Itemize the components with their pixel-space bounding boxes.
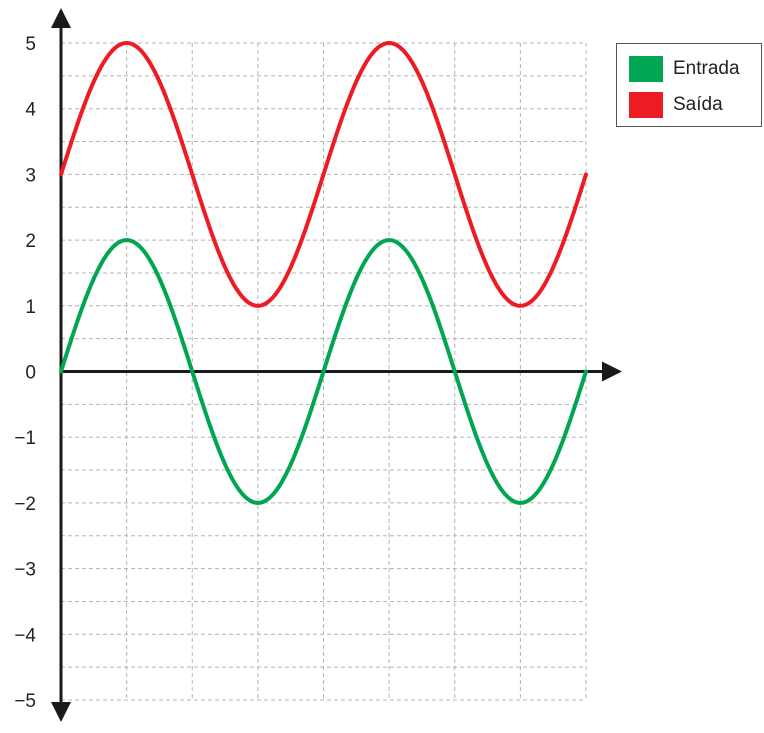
y-tick-label: 5 — [25, 34, 36, 55]
legend-swatch-entrada — [629, 56, 663, 82]
y-tick-label: −5 — [14, 691, 36, 712]
legend-item-saida: Saída — [629, 92, 723, 118]
x-axis-arrow — [602, 361, 622, 382]
y-axis-arrow-up — [51, 8, 71, 28]
legend-label-entrada: Entrada — [673, 58, 740, 79]
series-group — [59, 41, 588, 505]
y-tick-label: −4 — [14, 625, 36, 646]
axes — [51, 8, 622, 722]
y-tick-label: 4 — [25, 100, 36, 121]
legend-label-saida: Saída — [673, 94, 723, 115]
y-tick-label: −1 — [14, 428, 36, 449]
y-tick-label: 1 — [25, 297, 36, 318]
grid — [61, 42, 587, 701]
y-tick-label: −3 — [14, 560, 36, 581]
y-axis-arrow-down — [51, 702, 71, 722]
y-tick-label: 0 — [25, 363, 36, 384]
series-line-entrada — [59, 238, 588, 505]
y-tick-label: 2 — [25, 231, 36, 252]
legend-item-entrada: Entrada — [629, 56, 740, 82]
legend: Entrada Saída — [616, 43, 762, 127]
y-tick-label: 3 — [25, 165, 36, 186]
y-tick-labels: 5 4 3 2 1 0 −1 −2 −3 −4 −5 — [14, 34, 36, 712]
legend-swatch-saida — [629, 92, 663, 118]
series-line-saida — [59, 41, 588, 308]
y-tick-label: −2 — [14, 494, 36, 515]
